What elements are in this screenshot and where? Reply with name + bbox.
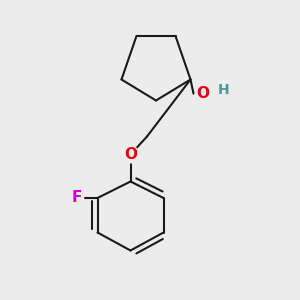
Text: O: O (124, 147, 137, 162)
Text: O: O (196, 86, 209, 101)
Text: H: H (218, 83, 229, 97)
Text: F: F (71, 190, 82, 206)
Circle shape (122, 146, 139, 163)
